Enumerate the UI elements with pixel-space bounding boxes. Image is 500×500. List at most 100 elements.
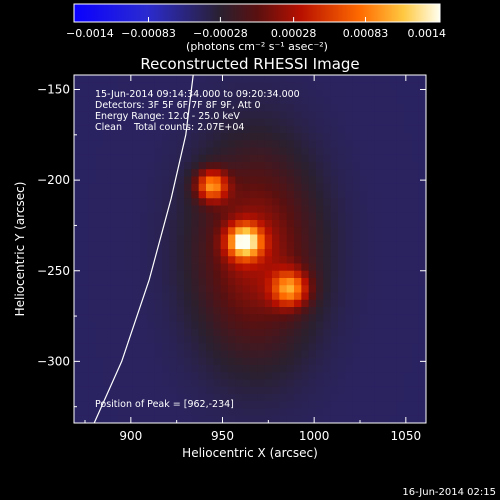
heatmap-cell [272,321,280,330]
heatmap-cell [147,357,156,366]
heatmap-cell [191,140,200,149]
heatmap-cell [286,299,295,308]
heatmap-cell [345,328,354,337]
heatmap-cell [88,241,97,250]
heatmap-cell [396,118,405,127]
heatmap-cell [257,191,266,199]
heatmap-cell [220,394,229,402]
heatmap-cell [132,111,141,120]
heatmap-cell [338,227,346,236]
heatmap-cell [147,227,156,236]
heatmap-cell [396,183,405,192]
heatmap-cell [338,415,346,423]
heatmap-cell [264,386,273,395]
heatmap-cell [418,118,426,127]
heatmap-cell [272,227,280,236]
heatmap-cell [360,75,368,83]
heatmap-cell [140,357,148,366]
heatmap-cell [176,328,185,337]
heatmap-cell [411,82,420,91]
heatmap-cell [198,220,207,228]
heatmap-cell [301,111,310,120]
heatmap-cell [257,263,266,272]
heatmap-cell [103,365,112,373]
heatmap-cell [96,256,104,265]
heatmap-cell [228,183,236,192]
heatmap-cell [169,372,178,381]
heatmap-cell [330,408,339,417]
heatmap-cell [250,285,258,294]
heatmap-cell [125,292,134,301]
heatmap-cell [338,328,346,337]
heatmap-cell [213,299,222,308]
heatmap-cell [389,263,398,272]
heatmap-cell [352,350,361,359]
heatmap-cell [272,278,280,286]
heatmap-cell [418,140,426,149]
heatmap-cell [352,249,361,257]
heatmap-cell [389,408,398,417]
heatmap-cell [279,372,288,381]
heatmap-cell [308,256,317,265]
heatmap-cell [184,96,192,105]
heatmap-cell [316,263,324,272]
heatmap-cell [272,169,280,178]
heatmap-cell [330,328,339,337]
heatmap-cell [323,401,332,410]
heatmap-cell [250,350,258,359]
heatmap-cell [264,328,273,337]
heatmap-cell [279,249,288,257]
heatmap-cell [352,147,361,156]
heatmap-cell [418,96,426,105]
heatmap-cell [418,415,426,423]
heatmap-cell [228,133,236,141]
heatmap-cell [147,336,156,344]
heatmap-cell [330,336,339,344]
heatmap-cell [367,198,376,207]
heatmap-cell [169,169,178,178]
heatmap-cell [418,183,426,192]
heatmap-cell [345,350,354,359]
heatmap-cell [118,82,126,91]
heatmap-cell [81,154,90,163]
heatmap-cell [279,154,288,163]
heatmap-cell [323,249,332,257]
heatmap-cell [279,198,288,207]
heatmap-cell [396,241,405,250]
heatmap-cell [103,314,112,323]
heatmap-cell [323,408,332,417]
heatmap-cell [235,357,244,366]
heatmap-cell [198,118,207,127]
heatmap-cell [198,227,207,236]
heatmap-cell [396,198,405,207]
heatmap-cell [301,234,310,243]
heatmap-cell [360,336,368,344]
heatmap-cell [206,169,214,178]
heatmap-cell [88,234,97,243]
heatmap-cell [250,183,258,192]
heatmap-cell [338,104,346,112]
heatmap-cell [228,191,236,199]
heatmap-cell [140,343,148,352]
heatmap-cell [140,191,148,199]
heatmap-cell [184,104,192,112]
heatmap-cell [301,133,310,141]
heatmap-cell [316,372,324,381]
heatmap-cell [382,212,390,221]
heatmap-cell [242,394,251,402]
heatmap-cell [147,386,156,395]
heatmap-cell [257,220,266,228]
heatmap-cell [169,234,178,243]
heatmap-cell [257,415,266,423]
heatmap-cell [382,220,390,228]
heatmap-cell [396,111,405,120]
heatmap-cell [176,111,185,120]
heatmap-cell [360,350,368,359]
heatmap-cell [338,292,346,301]
heatmap-cell [286,408,295,417]
heatmap-cell [169,125,178,134]
heatmap-cell [264,350,273,359]
heatmap-cell [191,379,200,388]
heatmap-cell [118,147,126,156]
heatmap-cell [345,365,354,373]
